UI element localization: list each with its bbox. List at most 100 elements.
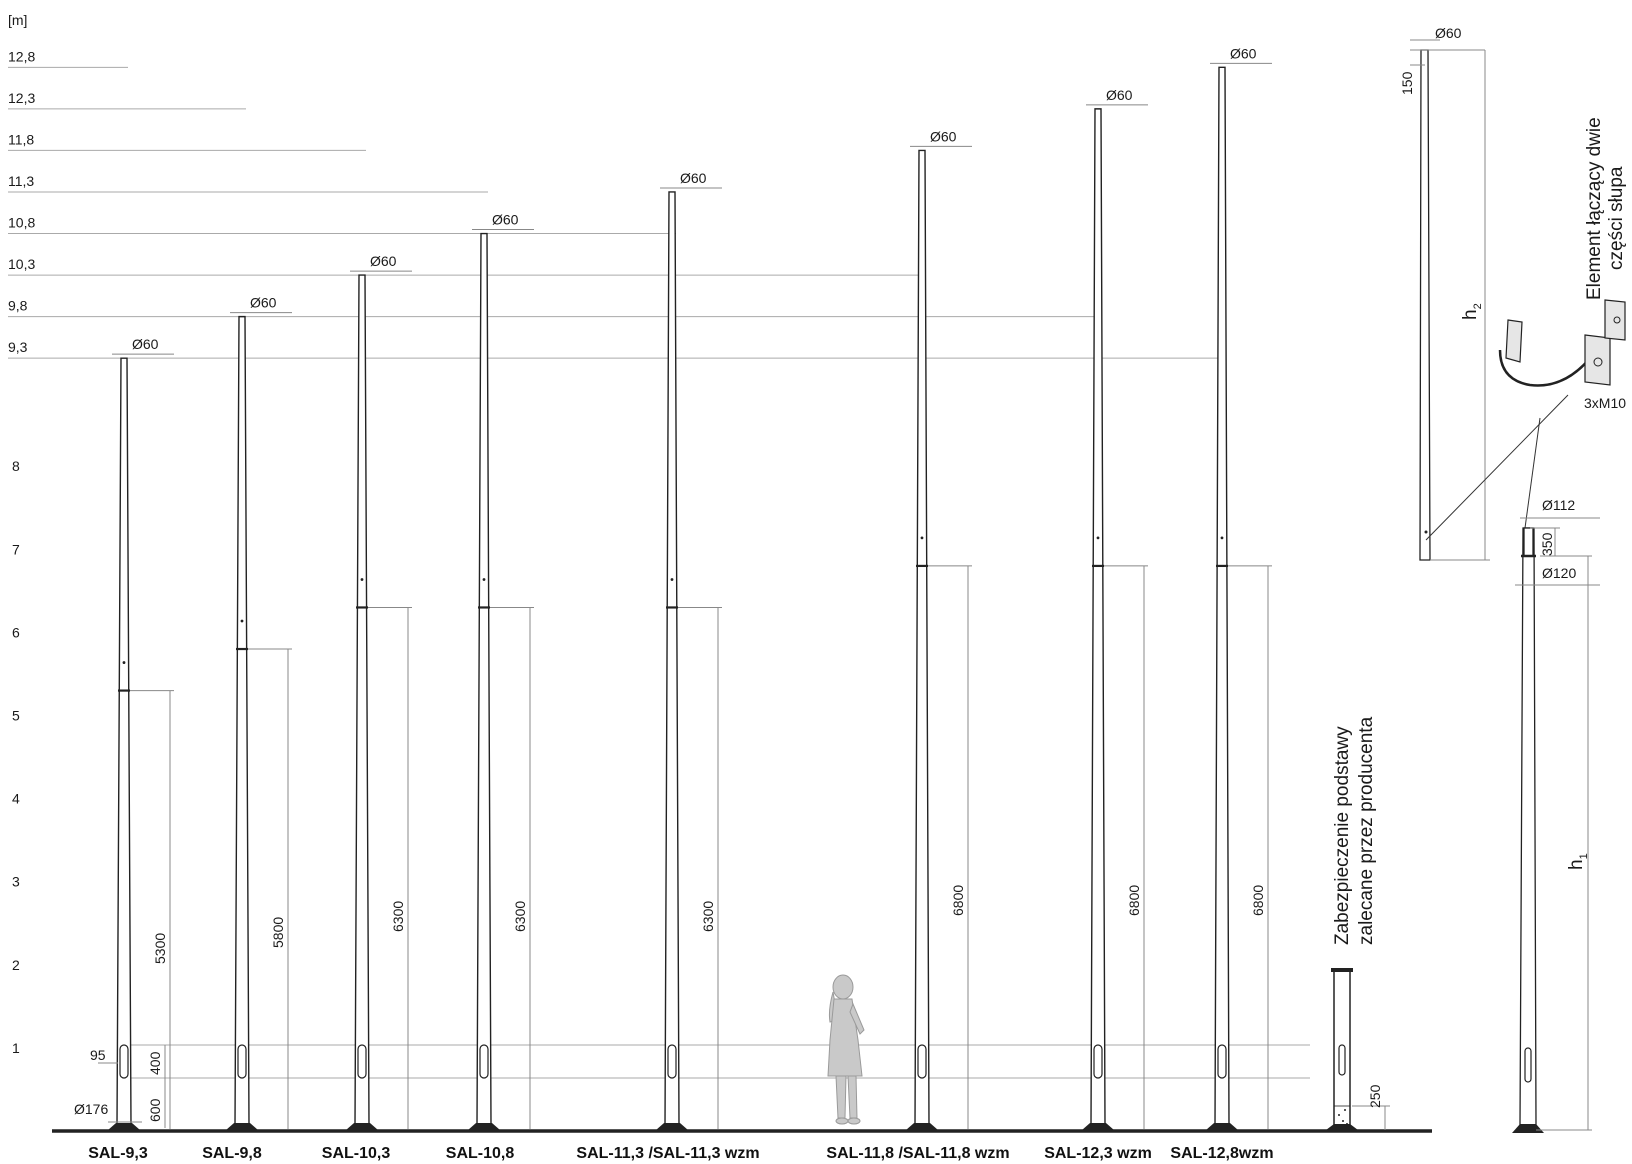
lower-section-detail: Ø112 350 Ø120 h1 — [1512, 417, 1600, 1133]
height-level-label: 9,3 — [8, 339, 28, 355]
pole-door — [1217, 1044, 1227, 1079]
base-diameter-label: Ø176 — [74, 1101, 108, 1117]
pole: Ø60 6300 SAL-10,8 — [446, 212, 534, 1162]
sleeve-bottom-diameter-label: Ø120 — [1542, 565, 1576, 581]
pole-joint-screw — [1220, 536, 1224, 540]
top-diameter-label: Ø60 — [1106, 87, 1133, 103]
scale-tick-label: 8 — [12, 458, 20, 474]
pole-name-label: SAL-10,3 — [322, 1145, 391, 1162]
scale-unit-label: [m] — [8, 12, 27, 28]
poles-group: Ø60 5300 SAL-9,3 Ø60 5800 SAL-9,8 Ø60 6300 SAL-1… — [88, 45, 1273, 1162]
door-height-label: 400 — [147, 1051, 163, 1075]
sleeve-top-diameter-label: Ø112 — [1542, 497, 1575, 513]
pole-base-plate — [468, 1123, 500, 1130]
pole-base-plate — [1206, 1123, 1238, 1130]
person-silhouette — [827, 974, 865, 1125]
upper-section-detail: Ø60 150 h2 — [1399, 25, 1569, 561]
upper-top-diameter-label: Ø60 — [1435, 25, 1462, 41]
pole-joint-screw — [122, 661, 126, 664]
scale-tick-label: 2 — [12, 957, 20, 973]
joint-height-label: 6300 — [512, 901, 528, 932]
base-dimensions: 95 400 600 Ø176 — [74, 1045, 166, 1128]
pole: Ø60 6800 SAL-12,8wzm — [1170, 45, 1273, 1162]
scale-tick-label: 7 — [12, 541, 20, 557]
base-guard-note-line1: Zabezpieczenie podstawy — [1332, 726, 1353, 945]
base-guard: 250 Zabezpieczenie podstawy zalecane prz… — [1326, 716, 1390, 1131]
pole: Ø60 6300 SAL-11,3 /SAL-11,3 wzm — [576, 170, 759, 1162]
joint-height-label: 5300 — [152, 933, 168, 964]
pole-joint-screw — [240, 619, 244, 623]
pole: Ø60 6800 SAL-11,8 /SAL-11,8 wzm — [826, 128, 1009, 1162]
pole-name-label: SAL-11,8 /SAL-11,8 wzm — [826, 1145, 1009, 1162]
connector-note-line1: Element łączący dwie — [1584, 117, 1605, 300]
upper-height-symbol: h — [1460, 309, 1481, 320]
pole-base-plate — [1082, 1123, 1114, 1130]
height-level-label: 10,3 — [8, 256, 35, 272]
top-diameter-label: Ø60 — [370, 253, 397, 269]
scale-tick-label: 4 — [12, 791, 20, 807]
scale-tick-label: 3 — [12, 874, 20, 890]
pole-door — [479, 1044, 489, 1079]
lower-height-symbol: h — [1566, 859, 1587, 870]
pole-name-label: SAL-12,3 wzm — [1044, 1145, 1152, 1162]
pole-shaft — [914, 149, 930, 1126]
pole-name-label: SAL-9,3 — [88, 1145, 148, 1162]
pole-base-plate — [906, 1123, 938, 1130]
top-diameter-label: Ø60 — [250, 295, 277, 311]
scale-tick-label: 1 — [12, 1040, 20, 1056]
base-guard-height-label: 250 — [1367, 1084, 1383, 1108]
door-offset-label: 600 — [147, 1098, 163, 1122]
pole-name-label: SAL-12,8wzm — [1170, 1145, 1273, 1162]
pole-shaft — [476, 232, 492, 1126]
svg-text:h1: h1 — [1566, 853, 1590, 870]
scale-tick-label: 5 — [12, 708, 20, 724]
height-level-label: 9,8 — [8, 298, 28, 314]
door-width-label: 95 — [90, 1047, 106, 1063]
pole-name-label: SAL-11,3 /SAL-11,3 wzm — [576, 1145, 759, 1162]
pole: Ø60 5800 SAL-9,8 — [202, 295, 292, 1162]
pole-base-plate — [226, 1123, 258, 1130]
pole-shaft — [234, 315, 250, 1126]
pole: Ø60 6300 SAL-10,3 — [322, 253, 412, 1162]
pole-door — [917, 1044, 927, 1079]
connector-detail: Element łączący dwie części słupa 3xM10 — [1498, 117, 1627, 411]
connector-note-line2: części słupa — [1606, 166, 1627, 270]
top-diameter-label: Ø60 — [132, 336, 159, 352]
top-diameter-label: Ø60 — [680, 170, 707, 186]
pole-name-label: SAL-9,8 — [202, 1145, 262, 1162]
pole-door — [667, 1044, 677, 1079]
sleeve-length-label: 350 — [1539, 532, 1555, 556]
joint-height-label: 6800 — [1126, 885, 1142, 916]
height-level-label: 12,3 — [8, 90, 35, 106]
pole-joint-screw — [1096, 536, 1100, 540]
upper-height-subscript: 2 — [1472, 303, 1484, 309]
top-diameter-label: Ø60 — [930, 128, 957, 144]
height-level-label: 11,3 — [8, 173, 34, 189]
pole-shaft — [1090, 108, 1106, 1126]
top-diameter-label: Ø60 — [492, 212, 519, 228]
pole-door — [357, 1044, 367, 1079]
pole-joint-screw — [360, 578, 364, 581]
pole-base-plate — [346, 1123, 378, 1130]
pole-door — [1093, 1044, 1103, 1079]
upper-top-offset-label: 150 — [1399, 71, 1415, 95]
pole: Ø60 5300 SAL-9,3 — [88, 336, 174, 1162]
pole-door — [237, 1044, 247, 1079]
height-level-label: 12,8 — [8, 48, 35, 64]
pole-name-label: SAL-10,8 — [446, 1145, 515, 1162]
pole: Ø60 6800 SAL-12,3 wzm — [1044, 87, 1152, 1162]
base-guard-note-line2: zalecane przez producenta — [1356, 716, 1377, 945]
pole-shaft — [664, 191, 680, 1126]
joint-height-label: 6300 — [700, 901, 716, 932]
joint-height-label: 6300 — [390, 901, 406, 932]
height-level-label: 11,8 — [8, 131, 34, 147]
pole-base-plate — [656, 1123, 688, 1130]
pole-shaft — [354, 274, 370, 1126]
pole-door — [119, 1044, 129, 1079]
scale-tick-label: 6 — [12, 624, 20, 640]
pole-joint-screw — [920, 536, 924, 540]
height-level-label: 10,8 — [8, 215, 35, 231]
joint-height-label: 6800 — [1250, 885, 1266, 916]
top-diameter-label: Ø60 — [1230, 45, 1257, 61]
